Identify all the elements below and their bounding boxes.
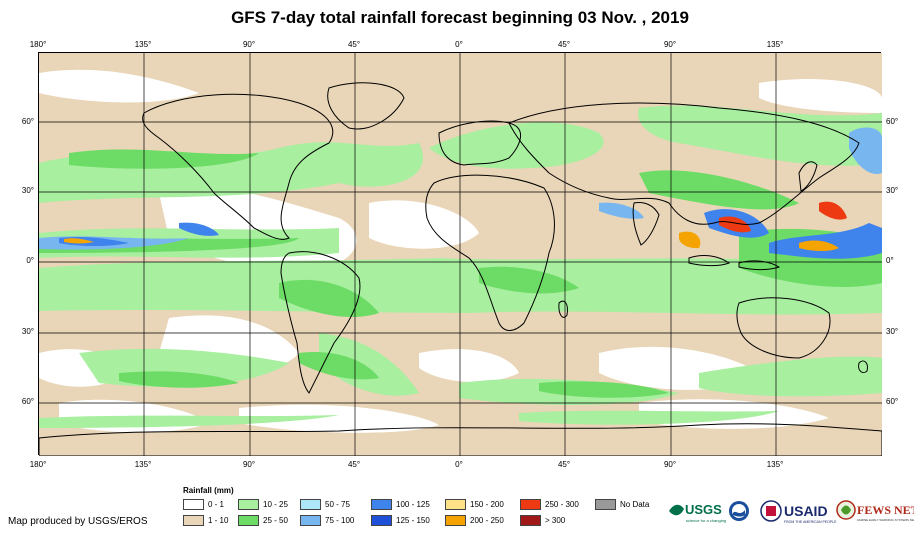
rainfall-map-graphic [39,53,882,456]
legend-label: 50 - 75 [325,500,350,509]
usaid-logo: USAID FROM THE AMERICAN PEOPLE [760,498,838,526]
legend-swatch [371,515,392,526]
svg-text:USAID: USAID [784,503,828,519]
lon-label-bottom: 135° [766,460,784,469]
lon-label-top: 0° [455,40,463,49]
svg-text:FAMINE EARLY WARNING SYSTEMS N: FAMINE EARLY WARNING SYSTEMS NETWORK [857,518,914,522]
legend-swatch [300,499,321,510]
lon-label-top: 90° [663,40,677,49]
legend-swatch [520,499,541,510]
lon-label-bottom: 90° [663,460,677,469]
lat-label-left: 60° [21,397,34,406]
legend-label: 25 - 50 [263,516,288,525]
legend-label: No Data [620,500,650,509]
legend-label: 75 - 100 [325,516,355,525]
legend-label: 250 - 300 [545,500,579,509]
usgs-logo: USGS science for a changing world [668,497,737,525]
map-title: GFS 7-day total rainfall forecast beginn… [231,8,689,27]
legend-swatch [183,515,204,526]
fews-net-logo-icon: FEWS NET FAMINE EARLY WARNING SYSTEMS NE… [836,500,920,522]
usaid-logo-icon: USAID FROM THE AMERICAN PEOPLE [760,500,837,524]
noaa-logo [728,500,750,522]
legend-title: Rainfall (mm) [183,486,234,495]
legend-label: 100 - 125 [396,500,430,509]
lat-label-right: 30° [886,186,899,195]
lon-label-top: 45° [557,40,571,49]
lon-label-bottom: 135° [134,460,152,469]
lon-label-top: 135° [766,40,784,49]
legend-swatch [371,499,392,510]
legend-label: > 300 [545,516,566,525]
noaa-logo-icon [729,501,749,521]
lat-label-right: 60° [886,117,899,126]
svg-text:FROM THE AMERICAN PEOPLE: FROM THE AMERICAN PEOPLE [784,520,837,524]
legend-swatch [183,499,204,510]
continent-outlines [39,82,882,456]
lon-label-bottom: 180° [29,460,47,469]
lon-label-bottom: 0° [455,460,463,469]
lon-label-bottom: 45° [347,460,361,469]
legend-swatch [445,515,466,526]
usgs-logo-icon: USGS science for a changing world [669,502,737,523]
legend-label: 125 - 150 [396,516,430,525]
rainfall-map [38,52,882,456]
legend-swatch [238,499,259,510]
lat-label-left: 60° [21,117,34,126]
svg-text:FEWS NET: FEWS NET [857,503,914,517]
svg-text:USGS: USGS [685,502,722,517]
lat-label-left: 0° [26,256,34,265]
legend-swatch [238,515,259,526]
lat-label-left: 30° [21,186,34,195]
producer-credit: Map produced by USGS/EROS [8,516,148,527]
legend-swatch [595,499,616,510]
legend-swatch [520,515,541,526]
lon-label-top: 90° [242,40,256,49]
svg-text:science for a changing world: science for a changing world [686,518,726,523]
lon-label-bottom: 45° [557,460,571,469]
legend-swatch [445,499,466,510]
legend-label: 1 - 10 [208,516,229,525]
lon-label-top: 45° [347,40,361,49]
legend-label: 150 - 200 [470,500,504,509]
lat-label-left: 30° [21,327,34,336]
lat-label-right: 0° [886,256,894,265]
legend-label: 200 - 250 [470,516,504,525]
lat-label-right: 30° [886,327,899,336]
lon-label-top: 180° [29,40,47,49]
legend-label: 0 - 1 [208,500,225,509]
legend-swatch [300,515,321,526]
lat-label-right: 60° [886,397,899,406]
lon-label-bottom: 90° [242,460,256,469]
fews-net-logo: FEWS NET FAMINE EARLY WARNING SYSTEMS NE… [836,496,920,526]
legend-label: 10 - 25 [263,500,288,509]
graticule [39,53,882,456]
lon-label-top: 135° [134,40,152,49]
